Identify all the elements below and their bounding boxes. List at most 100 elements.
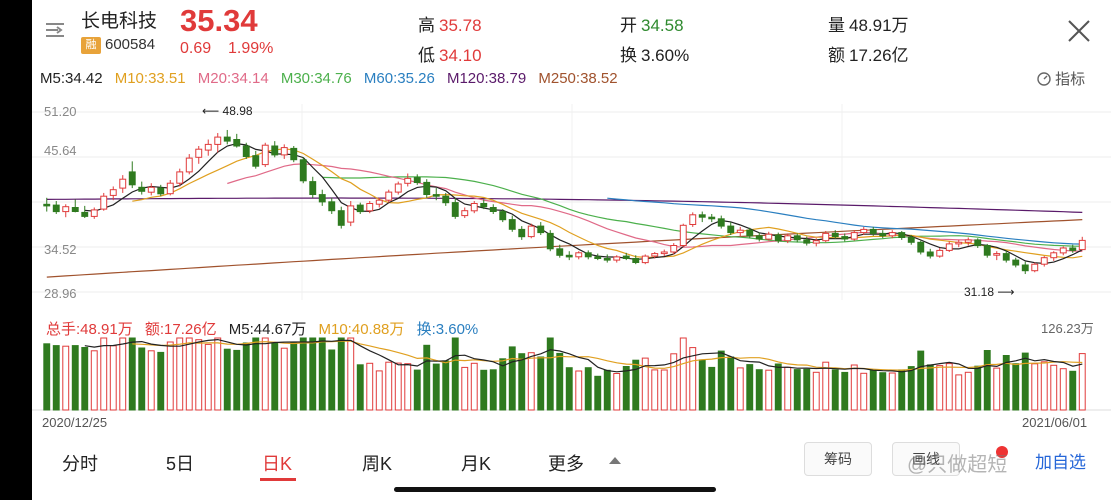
home-indicator[interactable]: [394, 487, 716, 492]
volume-bar-down: [337, 337, 345, 411]
volume-bar-up: [214, 337, 222, 411]
candle-up: [613, 256, 621, 261]
volume-bar-up: [1078, 353, 1086, 411]
volume-bar-down: [81, 347, 89, 411]
gauge-icon: [1037, 72, 1051, 86]
volume-bar-down: [489, 369, 497, 411]
volume-bar-up: [347, 337, 355, 411]
candle-down: [584, 252, 592, 258]
candle-up: [100, 195, 108, 210]
volume-bar-up: [394, 362, 402, 411]
candle-down: [442, 195, 450, 204]
volume-bar-up: [784, 366, 792, 411]
close-icon[interactable]: [1066, 18, 1092, 44]
candle-up: [1050, 252, 1058, 259]
caret-up-icon[interactable]: [609, 457, 621, 464]
tab-monthly-k[interactable]: 月K: [461, 454, 492, 474]
candle-down: [337, 210, 345, 226]
active-tab-indicator: [260, 478, 296, 481]
candle-down: [157, 187, 165, 195]
ma20-value: M20:34.14: [197, 70, 269, 87]
candle-up: [385, 191, 393, 201]
candle-down: [480, 203, 488, 208]
volume-bar-up: [375, 370, 383, 411]
ma60-value: M60:35.26: [363, 70, 435, 87]
candle-down: [252, 155, 260, 167]
vol-ma5: M5:44.67万: [228, 321, 307, 338]
candle-up: [375, 199, 383, 205]
candle-up: [119, 178, 127, 189]
candlestick-chart[interactable]: [32, 94, 1111, 306]
volume-ma10-line: [132, 340, 1083, 371]
candle-up: [166, 182, 174, 195]
price-change: 0.69: [180, 40, 212, 57]
margin-badge: 融: [81, 37, 101, 54]
volume-bar-down: [1012, 363, 1020, 411]
candle-up: [147, 186, 155, 193]
tab-intraday[interactable]: 分时: [62, 454, 98, 474]
price-tick-label: 34.52: [44, 242, 77, 257]
candle-up: [214, 136, 222, 145]
candle-up: [964, 239, 972, 243]
volume-bar-down: [622, 366, 630, 411]
notification-dot: [996, 446, 1008, 458]
candle-down: [556, 248, 564, 256]
menu-arrow-icon[interactable]: [44, 20, 66, 40]
volume-chart[interactable]: [32, 336, 1111, 414]
candle-down: [290, 147, 298, 161]
add-watchlist-button[interactable]: 加自选: [1035, 453, 1086, 472]
candle-up: [404, 177, 412, 184]
quote-turnover: 换 3.60%: [620, 46, 690, 65]
candle-up: [641, 255, 649, 264]
candle-up: [366, 203, 374, 212]
candle-up: [62, 206, 70, 213]
candle-up: [1059, 247, 1067, 254]
candle-down: [537, 225, 545, 234]
candle-up: [1040, 257, 1048, 265]
volume-bar-up: [109, 345, 117, 411]
candle-up: [394, 183, 402, 193]
volume-bar-up: [964, 371, 972, 411]
volume-bar-up: [670, 353, 678, 411]
tab-weekly-k[interactable]: 周K: [362, 454, 393, 474]
candle-down: [622, 255, 630, 260]
candle-up: [575, 252, 583, 258]
candle-up: [765, 233, 773, 240]
indicator-button[interactable]: 指标: [1037, 68, 1085, 89]
volume-bar-down: [299, 337, 307, 411]
candle-up: [1078, 239, 1086, 251]
price-tick-label: 28.96: [44, 286, 77, 301]
volume-bar-up: [1059, 368, 1067, 411]
candle-down: [242, 145, 250, 157]
ma60-line: [607, 197, 1083, 245]
volume-bar-up: [945, 363, 953, 411]
volume-bar-down: [907, 366, 915, 411]
candle-down: [138, 186, 146, 192]
watermark: @只做超短: [907, 454, 1008, 476]
candle-up: [945, 243, 953, 251]
volume-bar-down: [508, 346, 516, 411]
tab-daily-k[interactable]: 日K: [262, 454, 293, 474]
quote-volume: 量 48.91万: [828, 16, 909, 35]
chips-button[interactable]: 筹码: [804, 442, 872, 476]
volume-bar-down: [565, 367, 573, 411]
candle-down: [499, 211, 507, 221]
volume-bar-down: [983, 350, 991, 411]
tab-more[interactable]: 更多: [548, 454, 584, 474]
volume-bar-up: [119, 337, 127, 411]
low-annotation: 31.18 ⟶: [964, 285, 1015, 299]
draw-line-button[interactable]: 画线: [892, 442, 960, 476]
candle-down: [717, 218, 725, 227]
candle-down: [803, 239, 811, 244]
candle-up: [470, 203, 478, 212]
volume-bar-up: [955, 374, 963, 411]
volume-bar-up: [176, 337, 184, 411]
volume-bar-down: [717, 350, 725, 411]
turnover-rate: 换:3.60%: [416, 321, 479, 338]
stock-name: 长电科技: [81, 11, 158, 32]
candle-down: [974, 239, 982, 247]
volume-bar-down: [223, 348, 231, 411]
tab-5day[interactable]: 5日: [166, 454, 195, 474]
ma-legend: M5:34.42 M10:33.51 M20:34.14 M30:34.76 M…: [40, 70, 626, 87]
